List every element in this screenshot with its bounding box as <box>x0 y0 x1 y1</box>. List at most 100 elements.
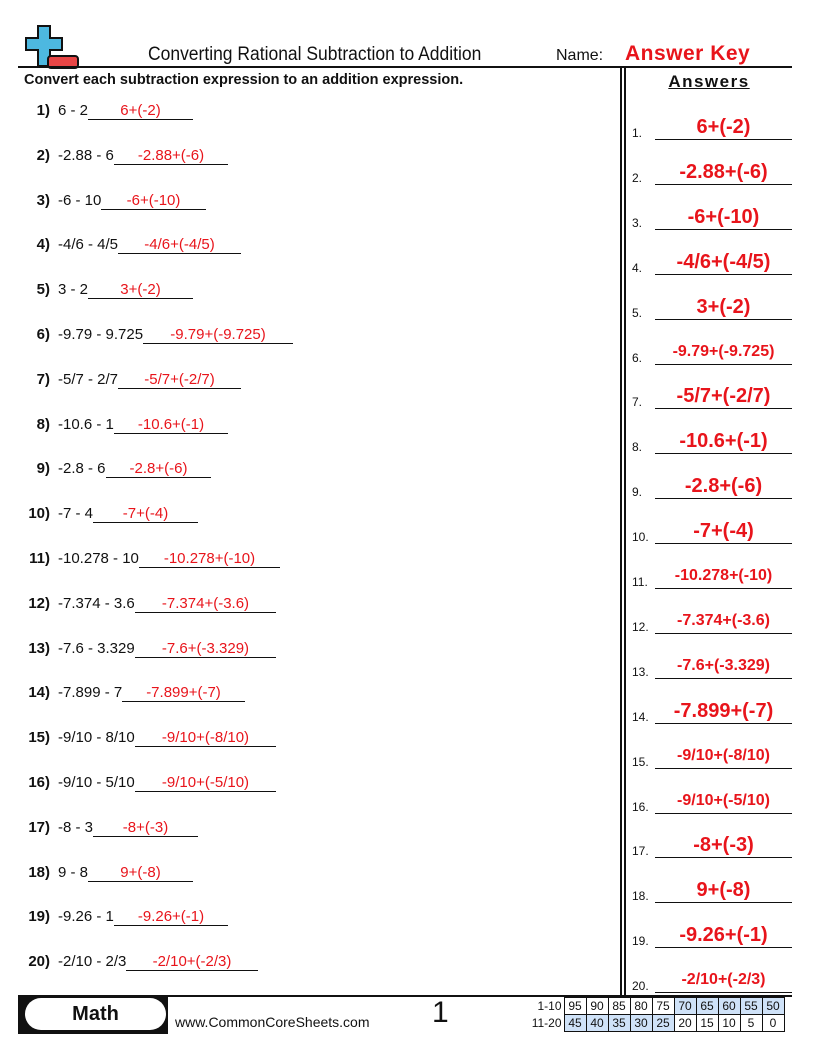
answer-number: 2. <box>632 170 643 185</box>
answer-blank[interactable]: -7.6+(-3.329) <box>135 640 276 658</box>
instructions: Convert each subtraction expression to a… <box>24 72 464 88</box>
answer-key-value: -8+(-3) <box>655 833 792 859</box>
answer-key-value: -9.26+(-1) <box>655 923 792 949</box>
problem-number: 14) <box>28 684 50 702</box>
problem-expression: -9.26 - 1 <box>58 908 114 926</box>
answer-key-value: -10.6+(-1) <box>655 429 792 455</box>
problem-number: 8) <box>36 415 50 433</box>
answer-blank[interactable]: 6+(-2) <box>88 102 193 120</box>
answer-key-value: 6+(-2) <box>655 115 792 140</box>
footer-divider <box>18 995 792 997</box>
score-cell: 80 <box>629 997 653 1015</box>
answer-number: 7. <box>632 395 643 410</box>
problem-number: 17) <box>28 818 50 836</box>
answer-blank[interactable]: 3+(-2) <box>88 281 193 300</box>
answer-key-value: -2/10+(-2/3) <box>655 968 792 994</box>
answer-key-value: -9/10+(-8/10) <box>655 744 792 769</box>
answer-number: 15. <box>632 754 649 769</box>
answer-key-value: -10.278+(-10) <box>655 564 792 589</box>
score-cell: 50 <box>761 997 785 1015</box>
answer-blank[interactable]: -2/10+(-2/3) <box>126 953 258 972</box>
problem-number: 9) <box>36 460 50 478</box>
answer-blank[interactable]: -2.88+(-6) <box>114 147 228 165</box>
answer-key-value: -6+(-10) <box>655 205 792 230</box>
answer-key-row: 3. -6+(-10) <box>632 200 792 230</box>
answer-blank[interactable]: -9.79+(-9.725) <box>143 326 293 344</box>
page-title: Converting Rational Subtraction to Addit… <box>148 44 482 65</box>
problem-number: 13) <box>28 639 50 657</box>
problem-expression: -8 - 3 <box>58 818 94 836</box>
score-cell: 10 <box>717 1014 741 1032</box>
answer-blank[interactable]: -7.374+(-3.6) <box>135 595 276 613</box>
score-cell: 20 <box>673 1014 697 1032</box>
answer-blank[interactable]: -10.6+(-1) <box>114 416 228 434</box>
answer-blank[interactable]: -5/7+(-2/7) <box>118 371 241 389</box>
problem-expression: -6 - 10 <box>58 191 102 209</box>
answer-number: 3. <box>632 215 643 230</box>
answers-heading: Answers <box>668 72 750 91</box>
score-cell: 65 <box>695 997 719 1015</box>
answer-key-value: -5/7+(-2/7) <box>655 384 792 410</box>
problem-number: 3) <box>36 191 50 209</box>
answer-blank[interactable]: 9+(-8) <box>88 864 193 882</box>
answer-key-value: -9/10+(-5/10) <box>655 789 792 814</box>
answer-key-row: 16. -9/10+(-5/10) <box>632 784 792 814</box>
answer-number: 16. <box>632 799 649 814</box>
problem-expression: -7.374 - 3.6 <box>58 594 135 612</box>
answer-number: 18. <box>632 889 649 904</box>
answer-key-row: 20. -2/10+(-2/3) <box>632 963 792 994</box>
score-row: 1-10 95 90 85 80 75 70 65 60 55 50 <box>528 997 785 1015</box>
answer-blank[interactable]: -9.26+(-1) <box>114 908 228 927</box>
problem-number: 4) <box>36 236 50 254</box>
score-cell: 60 <box>717 997 741 1015</box>
answer-key-row: 12. -7.374+(-3.6) <box>632 604 792 634</box>
answer-key-value: -7.6+(-3.329) <box>655 654 792 679</box>
answer-blank[interactable]: -7+(-4) <box>93 505 198 524</box>
name-value: Answer Key <box>625 42 751 65</box>
answer-key-value: -7.899+(-7) <box>655 699 792 724</box>
problem-number: 10) <box>28 505 50 523</box>
problem-number: 7) <box>36 370 50 388</box>
answer-blank[interactable]: -9/10+(-5/10) <box>135 774 276 792</box>
answer-key-value: 9+(-8) <box>655 878 792 904</box>
score-range-label: 1-10 <box>537 999 562 1013</box>
answer-number: 13. <box>632 664 649 679</box>
problem-number: 15) <box>28 729 50 747</box>
answer-number: 5. <box>632 305 643 320</box>
answer-blank[interactable]: -10.278+(-10) <box>139 550 280 568</box>
answer-key-row: 11. -10.278+(-10) <box>632 559 792 589</box>
answer-blank[interactable]: -2.8+(-6) <box>106 460 211 479</box>
answer-number: 12. <box>632 619 649 634</box>
answer-number: 20. <box>632 979 649 994</box>
plus-minus-logo <box>25 25 79 69</box>
answer-key-row: 10. -7+(-4) <box>632 514 792 545</box>
answer-number: 10. <box>632 530 649 545</box>
answer-blank[interactable]: -7.899+(-7) <box>122 684 245 703</box>
problem-number: 11) <box>29 550 50 567</box>
answer-key-value: -7.374+(-3.6) <box>655 609 792 634</box>
answer-blank[interactable]: -6+(-10) <box>101 192 206 210</box>
answer-blank[interactable]: -4/6+(-4/5) <box>118 236 241 255</box>
problem-number: 2) <box>36 146 50 164</box>
score-row: 11-20 45 40 35 30 25 20 15 10 5 0 <box>528 1014 785 1032</box>
score-cell: 75 <box>651 997 675 1015</box>
subject-badge: Math <box>25 998 166 1030</box>
problem-expression: -9/10 - 5/10 <box>58 774 135 791</box>
problem-expression: -7 - 4 <box>58 505 94 523</box>
problem-expression: -9/10 - 8/10 <box>58 729 135 747</box>
answer-key-value: -2.8+(-6) <box>655 474 792 500</box>
answer-key-row: 9. -2.8+(-6) <box>632 469 792 500</box>
problem-expression: -10.6 - 1 <box>58 415 114 433</box>
answer-blank[interactable]: -8+(-3) <box>93 819 198 837</box>
score-table: 1-10 95 90 85 80 75 70 65 60 55 50 11-20 45 40 35 30 25 2… <box>528 997 785 1032</box>
score-cell: 35 <box>607 1014 631 1032</box>
problem-expression: -2.88 - 6 <box>58 146 114 164</box>
problem-expression: -2/10 - 2/3 <box>58 953 127 971</box>
answer-key-value: -4/6+(-4/5) <box>655 250 792 275</box>
website: www.CommonCoreSheets.com <box>175 1014 370 1030</box>
answer-key-value: -7+(-4) <box>655 519 792 545</box>
answer-number: 19. <box>632 934 649 949</box>
answer-key-row: 4. -4/6+(-4/5) <box>632 245 792 275</box>
answer-key-value: 3+(-2) <box>655 295 792 320</box>
answer-blank[interactable]: -9/10+(-8/10) <box>135 729 276 748</box>
